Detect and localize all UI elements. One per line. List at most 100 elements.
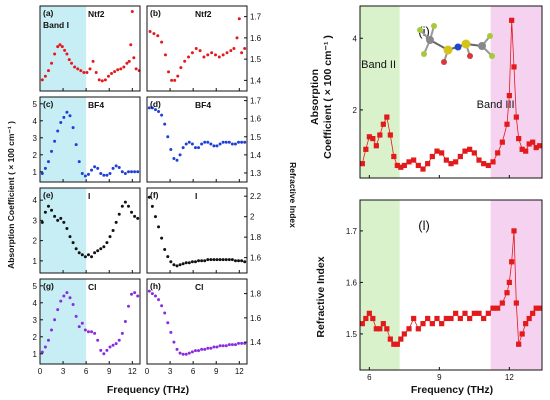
panel-b: 1.4 1.5 1.6 1.7 (b) Ntf2 (146, 5, 262, 92)
data-point (467, 146, 473, 152)
data-point (476, 157, 482, 163)
data-point (132, 56, 136, 60)
left-x-axis-label: Frequency (THz) (107, 384, 189, 396)
y-tick-label: 1.7 (250, 13, 262, 22)
data-point (163, 311, 167, 315)
data-point (179, 66, 183, 70)
panel-frame (146, 187, 248, 274)
data-point (509, 259, 515, 265)
data-point (123, 320, 127, 323)
data-point (58, 43, 62, 47)
data-point (133, 214, 137, 218)
data-point (99, 348, 103, 352)
data-point (506, 279, 512, 286)
y-tick-label: 5 (33, 100, 38, 109)
x-tick-label: 12 (235, 367, 244, 376)
data-point (471, 310, 477, 316)
data-point (152, 32, 156, 36)
data-point (237, 17, 241, 21)
anion-tag: Cl (88, 282, 97, 292)
data-point (490, 305, 496, 311)
data-point (160, 304, 164, 308)
data-point (90, 255, 94, 259)
data-point (203, 347, 207, 351)
data-point (420, 166, 426, 172)
data-point (183, 59, 187, 63)
data-point (77, 160, 81, 164)
data-point (366, 310, 372, 316)
data-point (519, 331, 525, 337)
data-point (457, 315, 463, 322)
data-point (157, 225, 161, 229)
data-point (485, 310, 491, 316)
data-point (240, 51, 244, 55)
y-tick-label: 1.4 (250, 151, 262, 160)
data-point (169, 330, 173, 334)
band-region (40, 188, 87, 273)
data-point (401, 162, 407, 169)
data-point (499, 139, 505, 145)
data-point (181, 146, 185, 150)
panel-label: (g) (43, 281, 54, 291)
data-point (190, 142, 194, 146)
y-tick-label: 5 (33, 282, 38, 291)
data-point (100, 79, 104, 83)
data-point (59, 216, 63, 220)
data-point (213, 53, 217, 57)
data-point (71, 126, 75, 130)
data-point (363, 146, 369, 152)
data-point (175, 347, 179, 351)
data-point (533, 305, 539, 311)
data-point (172, 156, 176, 160)
data-point (90, 330, 94, 334)
data-point (126, 170, 130, 174)
data-point (526, 315, 532, 322)
panel-frame (39, 278, 141, 365)
left-right-y-axis-label: Refractive Index (288, 162, 298, 228)
data-point (373, 143, 379, 149)
data-point (129, 43, 133, 47)
data-point (194, 47, 198, 50)
band-region (40, 279, 87, 364)
data-point (74, 247, 78, 251)
data-point (169, 147, 173, 151)
data-point (74, 314, 78, 318)
y-tick-label: 4 (33, 299, 38, 308)
data-point (113, 70, 117, 74)
data-point (97, 78, 101, 82)
data-point (175, 158, 179, 162)
data-point (46, 160, 50, 164)
data-point (370, 135, 376, 142)
data-point (166, 255, 170, 259)
data-point (114, 220, 118, 224)
y-tick-label: 1.7 (346, 227, 358, 236)
x-tick-label: 6 (191, 367, 196, 376)
data-point (190, 350, 194, 354)
data-point (150, 292, 154, 296)
data-point (166, 135, 170, 139)
data-point (105, 173, 109, 177)
data-point (56, 45, 60, 49)
data-point (215, 345, 219, 349)
data-point (62, 294, 66, 298)
data-point (202, 55, 206, 59)
data-point (40, 78, 44, 82)
data-point (198, 49, 202, 53)
y-tick-label: 1 (33, 257, 38, 266)
data-point (467, 315, 473, 322)
y-tick-label: 2 (33, 151, 38, 160)
data-point (526, 141, 532, 147)
data-point (88, 67, 92, 71)
data-point (398, 164, 404, 170)
data-point (103, 78, 107, 82)
data-point (232, 47, 236, 50)
data-point (50, 328, 54, 332)
data-point (233, 142, 237, 146)
data-point (206, 53, 210, 57)
data-point (102, 352, 106, 356)
data-point (453, 310, 459, 316)
data-point (230, 343, 234, 347)
data-point (200, 347, 204, 351)
data-point (169, 260, 173, 264)
data-point (170, 78, 174, 82)
